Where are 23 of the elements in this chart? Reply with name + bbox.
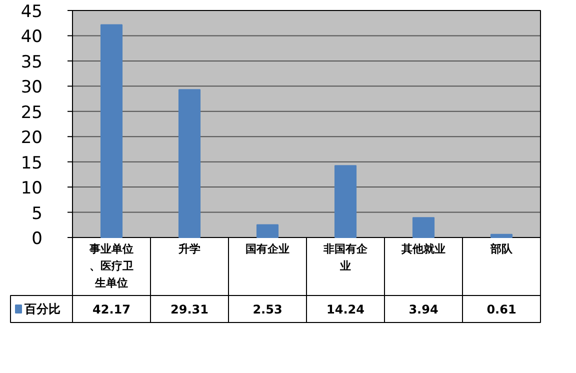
legend-label: 百分比 [24,302,60,316]
y-tick-label: 20 [20,128,43,148]
x-tick-label: 事业单位、医疗卫生单位 [88,242,134,290]
data-label: 0.61 [486,302,516,316]
y-tick-label: 15 [20,153,43,174]
y-tick-label: 5 [32,204,43,224]
data-label: 29.31 [170,302,208,316]
x-tick-label: 国有企业 [246,242,290,256]
x-tick-label: 升学 [178,242,200,256]
y-tick-label: 25 [20,102,43,123]
data-label: 2.53 [252,302,282,316]
y-tick-label: 35 [20,52,43,72]
x-tick-label: 部队 [490,242,514,256]
y-tick-label: 10 [20,178,43,199]
x-tick-label: 非国有企业 [322,242,368,272]
data-label: 3.94 [408,302,438,316]
y-tick-label: 40 [20,27,43,48]
data-label: 42.17 [92,302,130,316]
y-tick-label: 30 [20,78,43,98]
y-tick-label: 45 [20,2,43,22]
y-tick-label: 0 [32,229,43,249]
data-label: 14.24 [326,302,364,316]
x-tick-label: 其他就业 [400,242,446,256]
